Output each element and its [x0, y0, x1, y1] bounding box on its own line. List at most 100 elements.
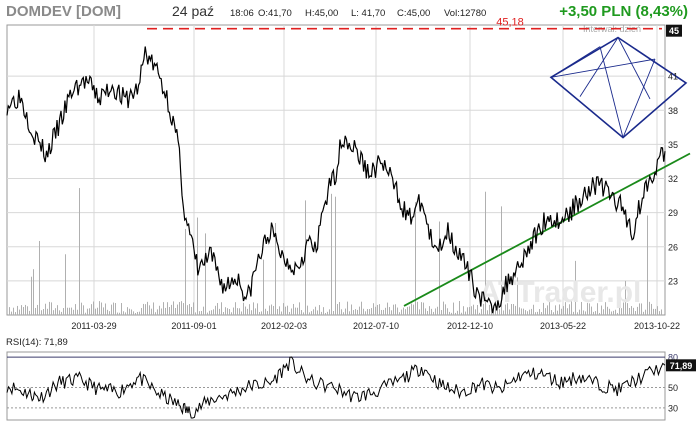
volume-bar [137, 311, 138, 315]
volume-bar [577, 312, 578, 315]
volume-bar [17, 305, 18, 315]
volume-bar [225, 307, 226, 315]
volume-bar [117, 312, 118, 315]
volume-bar [297, 307, 298, 315]
volume-bar [167, 302, 168, 315]
volume-bar [143, 303, 144, 315]
volume-bar [239, 308, 240, 315]
volume-bar [413, 304, 414, 315]
volume-bar [503, 310, 504, 315]
price-line [6, 46, 666, 314]
volume-bar [271, 304, 272, 315]
volume-bar [21, 305, 22, 315]
volume-bar [451, 312, 452, 315]
volume-bar [119, 312, 120, 315]
rsi-tick-label: 50 [668, 383, 678, 393]
volume-bar [525, 310, 526, 315]
volume-label: Vol:12780 [444, 8, 486, 19]
volume-bar [633, 307, 634, 315]
price-tick-label: 38 [668, 106, 678, 116]
volume-bar [429, 306, 430, 315]
volume-bar [529, 309, 530, 315]
volume-bar [255, 308, 256, 315]
volume-bar [337, 303, 338, 315]
volume-bar [317, 310, 318, 315]
volume-bar [65, 254, 66, 315]
volume-bar [247, 308, 248, 315]
volume-bar [125, 312, 126, 315]
volume-bar [409, 306, 410, 315]
volume-bar [25, 304, 26, 315]
price-tick-label: 23 [668, 276, 678, 286]
volume-bar [27, 306, 28, 315]
volume-bar [229, 309, 230, 315]
volume-bar [355, 309, 356, 315]
volume-bar [463, 306, 464, 315]
volume-bar [281, 311, 282, 315]
date-axis: 2011-03-29 2011-09-01 2012-02-03 2012-07-10… [71, 321, 680, 331]
volume-bar [93, 301, 94, 315]
diamond-inner-line [622, 58, 656, 138]
volume-bar [213, 309, 214, 315]
volume-bar [517, 277, 518, 315]
volume-bar [391, 310, 392, 315]
volume-bar [545, 308, 546, 315]
volume-bar [403, 307, 404, 315]
volume-bar [205, 233, 206, 315]
volume-bar [185, 228, 186, 315]
volume-bar [267, 311, 268, 315]
volume-bar [191, 306, 192, 315]
volume-bar [159, 305, 160, 315]
volume-bar [259, 311, 260, 315]
volume-bar [561, 308, 562, 315]
volume-bar [441, 310, 442, 315]
volume-bar [439, 221, 440, 315]
volume-bar [443, 301, 444, 315]
volume-bar [55, 308, 56, 315]
uptrend-line [403, 152, 691, 307]
volume-bar [553, 312, 554, 315]
volume-bar [385, 307, 386, 315]
volume-bar [115, 303, 116, 315]
volume-bar [307, 305, 308, 315]
volume-bar [591, 306, 592, 315]
volume-bar [395, 304, 396, 315]
volume-bar [505, 304, 506, 315]
volume-bar [133, 311, 134, 315]
volume-bar [19, 309, 20, 315]
volume-bar [289, 311, 290, 315]
volume-bar [31, 276, 32, 315]
volume-bar [151, 308, 152, 315]
volume-bar [279, 306, 280, 315]
rsi-series [6, 356, 666, 419]
rsi-current-label: 71,89 [670, 361, 693, 371]
volume-bar [319, 305, 320, 315]
volume-bar [311, 311, 312, 315]
volume-bar [49, 301, 50, 315]
volume-bar [243, 302, 244, 315]
volume-bar [53, 310, 54, 315]
low-label: L: 41,70 [351, 8, 385, 19]
volume-bar [181, 301, 182, 315]
volume-bar [641, 303, 642, 315]
volume-bar [71, 307, 72, 315]
volume-bar [235, 302, 236, 315]
volume-bar [417, 301, 418, 315]
volume-bar [345, 308, 346, 315]
symbol-label: DOMDEV [DOM] [6, 3, 121, 20]
volume-bar [339, 302, 340, 315]
volume-bar [485, 191, 486, 315]
volume-bar [155, 312, 156, 315]
volume-bar [603, 309, 604, 315]
volume-bar [467, 307, 468, 315]
volume-bar [357, 309, 358, 315]
volume-bar [629, 307, 630, 315]
volume-bar [15, 312, 16, 315]
volume-bar [627, 303, 628, 315]
volume-bar [109, 311, 110, 315]
volume-bar [333, 310, 334, 315]
volume-bar [11, 311, 12, 315]
open-label: O:41,70 [258, 8, 292, 19]
volume-bar [445, 304, 446, 315]
